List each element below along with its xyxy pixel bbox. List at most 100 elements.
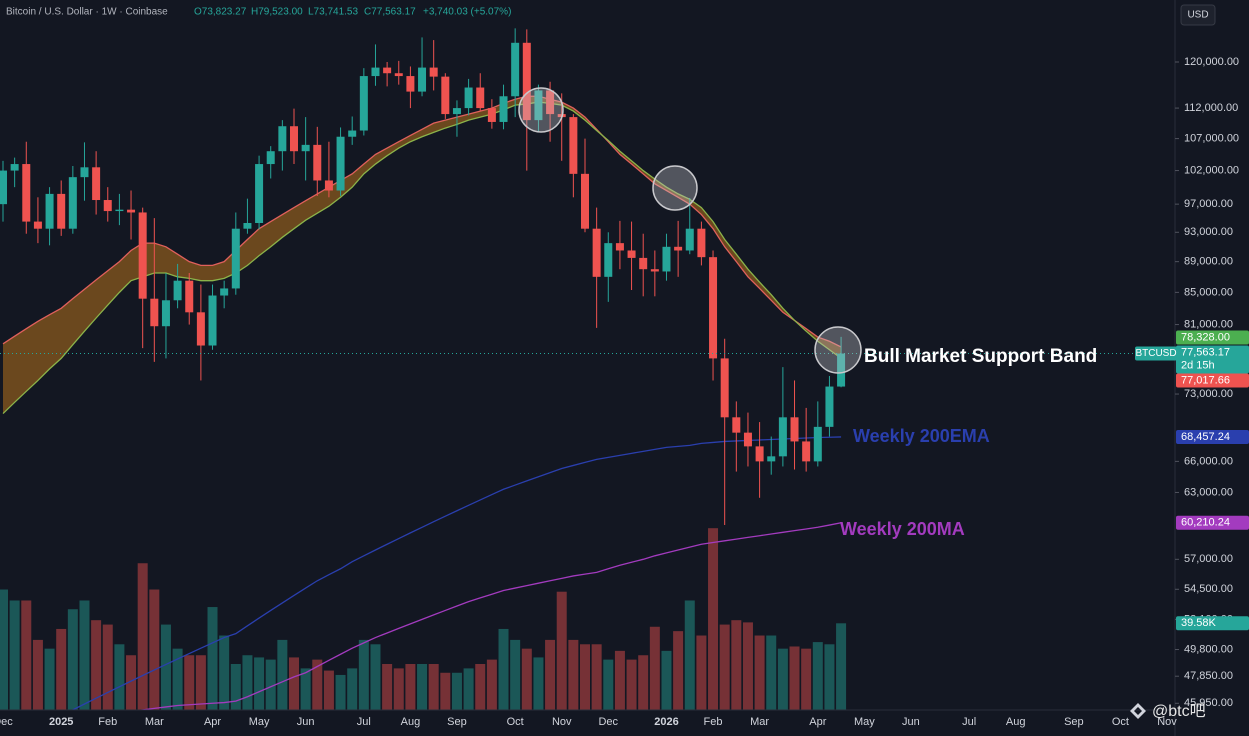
- volume-bar: [242, 655, 253, 710]
- ma-annotation: Weekly 200MA: [840, 519, 965, 539]
- volume-bar: [358, 639, 369, 710]
- volume-bar: [754, 635, 765, 710]
- candle-body: [732, 417, 741, 433]
- volume-bar: [742, 622, 753, 710]
- volume-bar: [126, 655, 137, 710]
- y-tick-label: 47,850.00: [1184, 670, 1233, 682]
- highlights: [518, 87, 862, 374]
- band-upper-label: 78,328.00: [1181, 331, 1230, 343]
- candle-body: [487, 108, 496, 122]
- candle-body: [767, 456, 776, 462]
- currency-box[interactable]: [1180, 4, 1216, 26]
- y-tick-label: 49,800.00: [1184, 643, 1233, 655]
- candle-body: [127, 209, 136, 213]
- candle-body: [441, 76, 450, 115]
- candle-body: [662, 246, 671, 272]
- candle-body: [208, 295, 217, 346]
- volume-bar: [102, 624, 113, 710]
- x-tick-label: Dec: [598, 716, 618, 728]
- ohlc-high: H79,523.00: [251, 7, 303, 18]
- volume-bar: [254, 657, 265, 710]
- candle-body: [394, 73, 403, 77]
- volume-bar: [545, 639, 556, 710]
- ema-annotation: Weekly 200EMA: [853, 426, 990, 446]
- x-tick-label: Sep: [1064, 716, 1084, 728]
- volume-bar: [661, 650, 672, 710]
- ohlc-change: +3,740.03 (+5.07%): [423, 7, 511, 18]
- x-tick-label: Jul: [962, 716, 976, 728]
- candle-body: [161, 300, 170, 327]
- x-tick-label: 2026: [654, 716, 678, 728]
- volume-bar: [207, 607, 218, 710]
- volume-bar: [265, 659, 276, 710]
- y-tick-label: 97,000.00: [1184, 198, 1233, 210]
- series-last-label: 60,210.24: [1181, 517, 1230, 529]
- volume-bar: [149, 589, 160, 710]
- volume-bar: [0, 589, 8, 710]
- candle-body: [499, 96, 508, 122]
- volume-bar: [580, 644, 590, 710]
- volume-bar: [323, 670, 334, 710]
- candle-body: [301, 144, 310, 152]
- price-countdown: 2d 15h: [1181, 359, 1215, 371]
- indicator-line: [71, 436, 842, 710]
- band-lower-label-box: [1176, 373, 1249, 388]
- candle-body: [837, 353, 846, 387]
- volume-bar: [370, 644, 381, 710]
- ohlc-low: L73,741.53: [308, 7, 358, 18]
- candle-body: [57, 193, 66, 229]
- x-tick-label: Feb: [98, 716, 117, 728]
- candle-body: [790, 417, 799, 442]
- candle-body: [22, 164, 31, 222]
- band-annotation: Bull Market Support Band: [864, 346, 1097, 367]
- x-tick-label: Aug: [1006, 716, 1026, 728]
- candle-body: [755, 446, 764, 462]
- candle-body: [476, 87, 485, 109]
- volume-bar: [21, 600, 32, 710]
- y-tick-label: 73,000.00: [1184, 388, 1233, 400]
- volume-bar: [56, 628, 67, 710]
- candle-body: [534, 90, 543, 121]
- candle-body: [336, 136, 345, 191]
- candle-body: [639, 257, 648, 270]
- candle-body: [452, 108, 461, 115]
- volume-bar: [766, 635, 777, 710]
- volume-bar: [510, 639, 521, 710]
- highlight-circle: [652, 165, 698, 211]
- band-lower-label: 77,017.66: [1181, 374, 1230, 386]
- y-tick-label: 102,000.00: [1184, 164, 1239, 176]
- candle-body: [592, 228, 601, 277]
- candle-body: [115, 209, 124, 212]
- candle-body: [802, 441, 811, 462]
- series-last-label-box: [1176, 515, 1249, 530]
- band-fill: [3, 96, 842, 414]
- volume-bar: [347, 668, 358, 710]
- x-tick-label: Sep: [447, 716, 467, 728]
- volume-bar: [451, 672, 462, 710]
- volume-bar: [172, 648, 183, 710]
- volume-bar: [719, 624, 730, 710]
- price-label-box: [1176, 345, 1249, 374]
- volume-bar: [521, 648, 532, 710]
- x-tick-label: Mar: [145, 716, 164, 728]
- candle-body: [138, 212, 147, 299]
- y-tick-label: 107,000.00: [1184, 133, 1239, 145]
- volume-bar: [591, 644, 602, 710]
- volume-bar: [614, 650, 625, 710]
- y-tick-label: 66,000.00: [1184, 455, 1233, 467]
- currency: USD: [1187, 10, 1208, 21]
- volume-bar: [32, 639, 43, 710]
- volume-bar: [184, 655, 195, 710]
- volume-bar: [649, 626, 660, 710]
- volume-bar: [696, 635, 707, 710]
- candle-body: [813, 426, 822, 462]
- candle-body: [196, 312, 205, 346]
- candle-body: [220, 288, 229, 296]
- volume-layer: [0, 528, 847, 710]
- candle-body: [243, 223, 252, 229]
- candle-body: [743, 432, 752, 447]
- watermark-icon: [1130, 703, 1146, 719]
- candle-body: [185, 280, 194, 313]
